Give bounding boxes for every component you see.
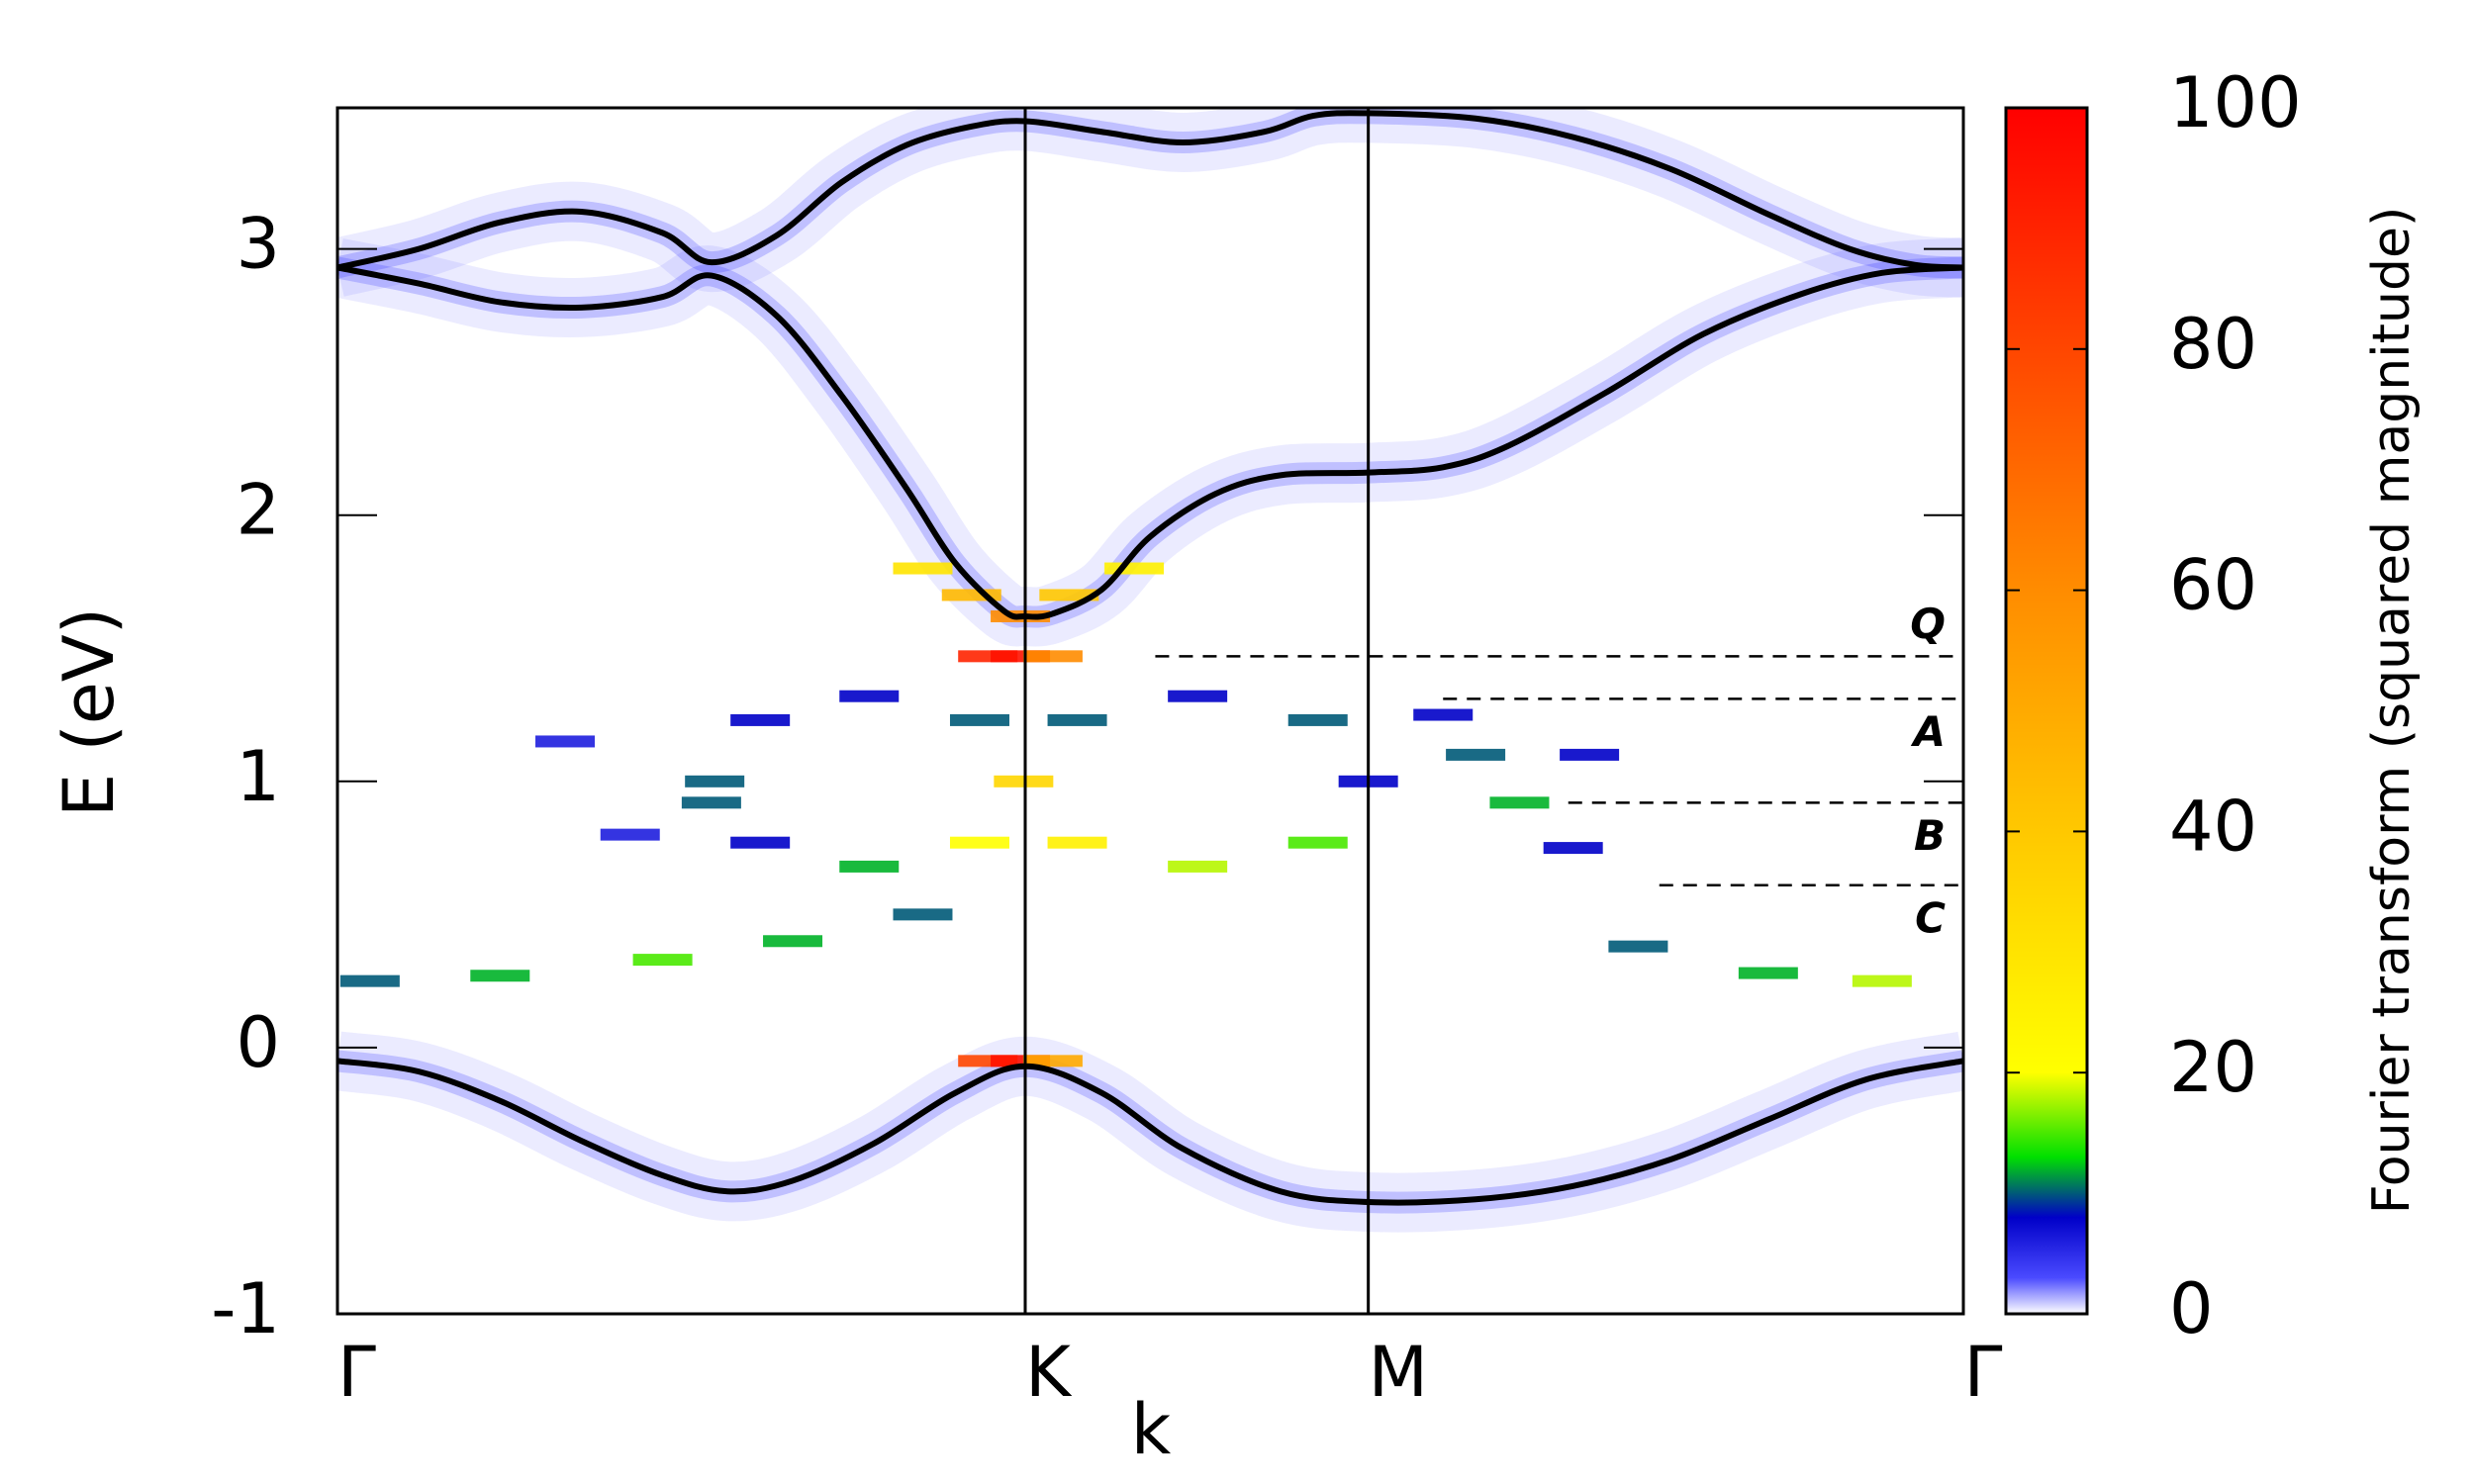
heat-cell: [1047, 713, 1107, 726]
band-line: [337, 264, 1963, 620]
colorbar-tick-label: 20: [2169, 1027, 2257, 1108]
heat-cell: [632, 954, 693, 967]
heat-cell: [1852, 974, 1912, 987]
band-halo: [337, 1050, 1963, 1214]
plot-frame: [335, 106, 1965, 1316]
colorbar-tick-label: 40: [2169, 786, 2257, 867]
heat-cell: [1446, 748, 1506, 761]
heat-cell: [1560, 748, 1620, 761]
x-axis-label: k: [1131, 1389, 1172, 1470]
heat-cell: [1168, 860, 1228, 873]
heat-cell: [1022, 1055, 1083, 1067]
annotation-label: C: [1915, 893, 1946, 942]
heat-cell: [763, 935, 823, 948]
heat-cell: [1104, 562, 1165, 575]
heat-cell: [949, 713, 1009, 726]
heat-cell: [685, 775, 745, 788]
heat-cell: [1738, 967, 1798, 979]
x-tick-label: K: [1025, 1332, 1073, 1413]
heat-cell: [949, 836, 1009, 849]
x-tick-label: Γ: [1964, 1332, 2003, 1413]
heat-cell: [730, 836, 791, 849]
heat-cell: [339, 974, 400, 987]
annotation-label: B: [1914, 811, 1946, 860]
colorbar: [2004, 106, 2089, 1316]
heat-cell: [470, 970, 530, 982]
y-tick-label: 2: [236, 470, 280, 551]
heat-cell: [535, 735, 596, 748]
y-tick-label: 0: [236, 1002, 280, 1083]
heat-cell: [893, 562, 953, 575]
heat-cell: [1047, 836, 1107, 849]
plot-area: [337, 108, 1963, 1233]
heat-cell: [1168, 690, 1228, 702]
colorbar-tick-label: 100: [2169, 62, 2302, 143]
y-tick-label: 1: [236, 736, 280, 817]
heat-cell: [1287, 836, 1348, 849]
band-line: [337, 110, 1963, 271]
heat-cell: [839, 860, 900, 873]
heat-cell: [839, 690, 900, 702]
colorbar-tick-label: 60: [2169, 545, 2257, 626]
x-tick-label: M: [1369, 1332, 1428, 1413]
annotation-label: A: [1910, 707, 1946, 756]
colorbar-label: Fourier transform (squared magnitude): [2362, 207, 2422, 1215]
heat-cell: [730, 713, 791, 726]
heat-cell: [600, 828, 660, 841]
colorbar-tick-label: 0: [2169, 1268, 2214, 1349]
heat-cell: [1413, 708, 1474, 721]
heat-cell: [1543, 842, 1603, 855]
annotation-label: Q: [1910, 600, 1946, 648]
y-tick-label: -1: [211, 1268, 280, 1349]
heat-cell: [681, 796, 741, 809]
band-line: [337, 1058, 1963, 1206]
y-axis-label: E (eV): [48, 607, 130, 817]
heat-cell: [1287, 713, 1348, 726]
heat-cell: [1489, 796, 1550, 809]
y-tick-label: 3: [236, 204, 280, 285]
x-tick-label: Γ: [337, 1332, 376, 1413]
heat-cell: [1022, 650, 1083, 663]
heat-cell: [994, 775, 1054, 788]
colorbar-tick-label: 80: [2169, 304, 2257, 385]
heat-cell: [893, 908, 953, 921]
heat-cell: [1608, 940, 1668, 953]
